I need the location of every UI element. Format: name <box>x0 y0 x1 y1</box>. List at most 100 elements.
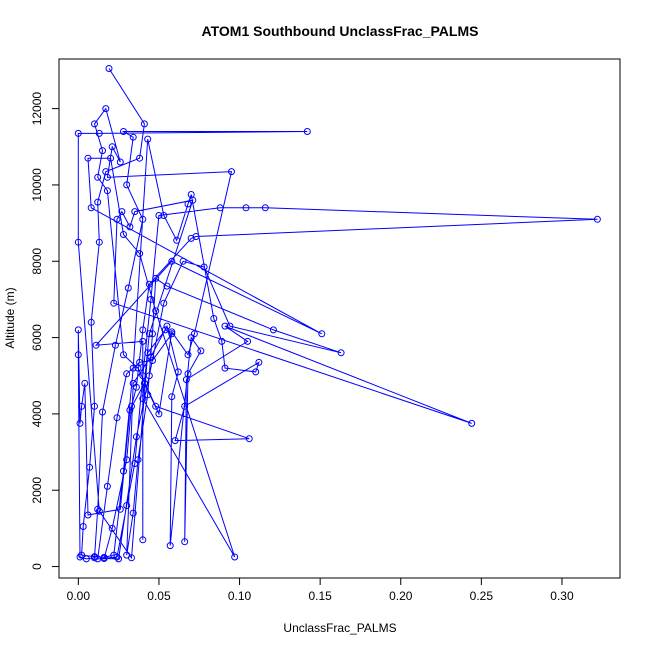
data-point <box>140 120 148 128</box>
y-tick-label: 12000 <box>30 92 44 126</box>
data-point <box>120 231 127 238</box>
data-point <box>123 370 131 378</box>
data-point <box>91 554 98 562</box>
data-point <box>144 135 152 143</box>
data-point <box>173 236 181 244</box>
data-point <box>163 282 171 290</box>
y-axis-label: Altitude (m) <box>3 287 17 348</box>
x-tick-label: 0.20 <box>389 589 413 603</box>
data-point <box>149 330 156 338</box>
data-point <box>123 502 131 509</box>
data-point <box>144 391 152 399</box>
data-point <box>94 173 102 181</box>
data-point <box>113 215 121 223</box>
data-point <box>337 349 345 357</box>
x-tick-label: 0.10 <box>228 589 252 603</box>
data-point <box>124 284 132 292</box>
chart-title: ATOM1 Southbound UnclassFrac_PALMS <box>202 23 479 39</box>
data-point <box>468 419 476 427</box>
y-tick-label: 2000 <box>30 477 44 504</box>
data-point <box>303 128 311 135</box>
data-point <box>91 120 98 128</box>
data-point <box>113 414 121 422</box>
data-point <box>79 523 87 530</box>
data-point <box>168 257 176 265</box>
data-point <box>163 322 171 330</box>
data-point <box>145 280 153 288</box>
data-point <box>94 505 102 513</box>
data-point <box>87 318 95 326</box>
data-point <box>152 307 160 315</box>
data-point <box>123 551 131 559</box>
data-point <box>155 410 163 418</box>
data-point <box>129 364 137 372</box>
y-tick-label: 8000 <box>30 248 44 275</box>
data-point <box>105 65 113 72</box>
data-point <box>128 402 135 410</box>
data-point <box>168 393 176 401</box>
data-point <box>132 433 140 441</box>
data-point <box>107 154 115 162</box>
data-point <box>113 553 121 561</box>
data-point <box>181 538 189 546</box>
data-point <box>187 334 195 342</box>
data-point <box>74 351 82 359</box>
data-point <box>168 328 176 336</box>
data-point <box>136 358 144 366</box>
data-point <box>136 250 144 258</box>
data-point <box>139 395 147 403</box>
data-point <box>120 351 127 359</box>
data-point <box>147 295 155 303</box>
data-point <box>129 379 137 387</box>
data-point <box>261 204 269 212</box>
data-point <box>189 196 197 204</box>
series-layer <box>74 65 601 563</box>
data-point <box>123 181 131 189</box>
data-point <box>269 326 277 334</box>
data-point <box>86 463 94 471</box>
data-point <box>118 208 126 216</box>
data-point <box>192 233 200 240</box>
data-point <box>99 408 106 416</box>
data-point <box>116 505 124 513</box>
data-point <box>115 555 123 563</box>
data-point <box>139 326 147 334</box>
data-point <box>216 204 224 212</box>
data-point <box>231 553 239 561</box>
data-point <box>226 322 234 330</box>
data-point <box>99 147 106 155</box>
data-point <box>147 353 155 361</box>
x-axis: 0.00 0.05 0.10 0.15 0.20 0.25 0.30 <box>67 577 574 603</box>
data-point <box>184 200 192 208</box>
data-point <box>228 168 235 176</box>
x-tick-label: 0.15 <box>308 589 332 603</box>
data-point <box>161 326 169 334</box>
data-point <box>152 402 160 410</box>
data-point <box>102 105 110 113</box>
data-point <box>129 133 137 141</box>
data-point <box>155 212 163 219</box>
data-point <box>120 467 127 475</box>
data-point <box>218 337 226 345</box>
data-point <box>100 555 108 562</box>
x-tick-label: 0.05 <box>147 589 171 603</box>
y-tick-label: 4000 <box>30 400 44 427</box>
data-point <box>160 299 168 307</box>
y-tick-label: 0 <box>30 563 44 570</box>
data-point <box>244 337 252 345</box>
data-point <box>160 212 168 219</box>
data-point <box>136 154 144 162</box>
data-point <box>91 402 98 410</box>
data-point <box>95 238 103 246</box>
data-point <box>78 551 86 559</box>
data-point <box>139 337 147 345</box>
data-point <box>152 274 160 282</box>
x-tick-label: 0.00 <box>67 589 91 603</box>
data-point <box>131 208 139 216</box>
data-point <box>197 347 205 355</box>
data-point <box>126 406 134 414</box>
data-point <box>103 187 111 195</box>
data-point <box>108 524 116 532</box>
data-point <box>92 341 100 349</box>
